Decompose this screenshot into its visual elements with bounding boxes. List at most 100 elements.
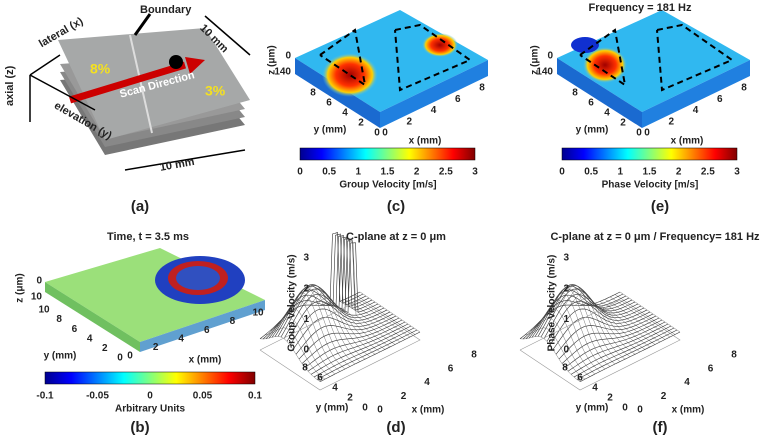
mesh-line [269, 318, 331, 377]
mesh-line [579, 302, 641, 353]
tick-label: 6 [717, 94, 723, 105]
mesh-line [589, 304, 651, 348]
tick-label: 2 [414, 167, 420, 178]
tick-label: 6 [204, 325, 210, 336]
axis-box [519, 299, 681, 391]
mesh-line [564, 287, 626, 360]
tick-label: 6 [317, 373, 323, 384]
colorbar-label: Phase Velocity [m/s] [602, 180, 699, 191]
caption: (a) [131, 198, 149, 215]
mesh-line [301, 319, 403, 364]
tick-label: 1 [618, 167, 624, 178]
mesh-line [274, 308, 336, 375]
mesh-line [614, 294, 676, 335]
y-label: y (mm) [576, 403, 609, 414]
boundary-label: Boundary [140, 4, 192, 16]
mesh-line [539, 300, 601, 372]
mesh-line [569, 292, 631, 357]
tick-label: 4 [332, 383, 338, 394]
tick-label: 8 [572, 88, 578, 99]
mesh-line [567, 323, 669, 372]
tick-label: 1.5 [643, 167, 657, 178]
tick-label: -0.05 [86, 391, 109, 402]
mesh-line [319, 302, 381, 353]
mesh-line [334, 233, 396, 345]
mesh-line [279, 300, 341, 372]
tick-label: 1 [563, 314, 569, 325]
tick-label: 2 [676, 167, 682, 178]
tick-label: 0 [622, 403, 628, 414]
mesh-line [329, 304, 391, 348]
tick-label: 4 [592, 383, 598, 394]
caption: (f) [653, 419, 668, 436]
z-label: Phase Velocity (m/s) [547, 255, 558, 352]
tick-label: 4 [684, 377, 690, 388]
tick-label: 2 [607, 393, 613, 404]
mesh-line [359, 291, 421, 333]
mesh-line [314, 297, 376, 355]
tick-label: 1.5 [381, 167, 395, 178]
panel-title: C-plane at z = 0 μm [346, 231, 446, 243]
z-label: z (μm) [15, 273, 26, 302]
tick-label: 2 [358, 118, 364, 129]
tick-label: 4 [424, 377, 430, 388]
tick-label: 2 [102, 343, 108, 354]
tick-label: 0 [127, 351, 133, 362]
mesh-line [519, 336, 581, 382]
mesh-line [609, 296, 671, 338]
concentration-left: 8% [90, 61, 111, 77]
tick-label: 140 [536, 67, 553, 78]
x-label: x (mm) [412, 405, 445, 416]
tick-label: 0 [117, 353, 123, 364]
tick-label: 0 [377, 405, 383, 416]
mesh-line [534, 308, 596, 375]
x-label: x (mm) [672, 405, 705, 416]
y-label: y (mm) [316, 403, 349, 414]
tick-label: 6 [455, 94, 461, 105]
mesh-line [259, 231, 361, 340]
x-label: x (mm) [671, 136, 704, 147]
tick-label: 10 [38, 305, 50, 316]
tick-label: 0.5 [322, 167, 336, 178]
bottom-length: 10 mm [159, 156, 196, 174]
tick-label: 8 [310, 88, 316, 99]
tick-label: 0 [297, 167, 303, 178]
mesh-line [259, 336, 321, 382]
mesh-line [349, 296, 411, 338]
tick-label: 0.1 [248, 391, 262, 402]
tick-label: 0 [559, 167, 565, 178]
mesh-line [574, 297, 636, 355]
tick-label: 4 [604, 108, 610, 119]
mesh-line [309, 292, 371, 357]
tick-label: 6 [577, 373, 583, 384]
tick-label: 1 [303, 314, 309, 325]
tick-label: 3 [734, 167, 740, 178]
caption: (e) [651, 198, 669, 215]
panel-title: Time, t = 3.5 ms [107, 231, 189, 243]
mesh-line [549, 287, 611, 367]
caption: (c) [387, 198, 405, 215]
tick-label: 6 [708, 363, 714, 374]
tick-label: 4 [693, 105, 699, 116]
tick-label: 6 [588, 98, 594, 109]
tick-label: 4 [431, 105, 437, 116]
tick-label: 8 [562, 363, 568, 374]
tick-label: 3 [472, 167, 478, 178]
tick-label: 2 [406, 116, 412, 127]
tick-label: 6 [448, 363, 454, 374]
tick-label: 0 [563, 345, 569, 356]
tick-label: 0 [636, 128, 642, 139]
axial-label: axial (z) [4, 65, 16, 106]
tick-label: 6 [72, 324, 78, 335]
tick-label: 2 [661, 391, 667, 402]
mesh-line [604, 299, 666, 340]
tick-label: 0 [644, 128, 650, 139]
caption: (b) [130, 419, 149, 436]
tick-label: 8 [741, 83, 747, 94]
caption: (d) [386, 419, 405, 436]
mesh-line [554, 284, 616, 365]
tick-label: 0 [362, 403, 368, 414]
panel-title: Frequency = 181 Hz [588, 2, 692, 14]
velocity-map [557, 10, 750, 161]
tick-label: 8 [302, 363, 308, 374]
